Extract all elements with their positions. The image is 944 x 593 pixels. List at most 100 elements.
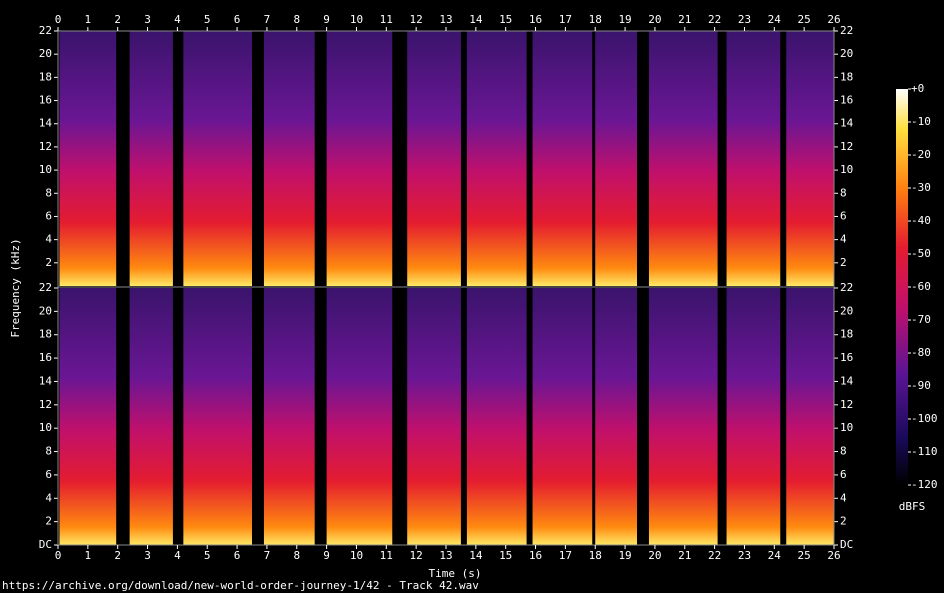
y-tick-label: 22 bbox=[840, 24, 853, 37]
y-tick-label: 18 bbox=[840, 70, 853, 83]
y-tick-label: 22 bbox=[840, 281, 853, 294]
x-tick-label: 18 bbox=[589, 13, 602, 26]
y-tick-label: 20 bbox=[39, 47, 52, 60]
y-tick-label: 18 bbox=[840, 328, 853, 341]
x-tick-label: 25 bbox=[798, 13, 811, 26]
y-tick-label: 16 bbox=[840, 351, 853, 364]
x-tick-label: 2 bbox=[114, 549, 121, 562]
sound-segment bbox=[407, 288, 461, 545]
y-tick-label: 14 bbox=[840, 374, 854, 387]
x-tick-label: 24 bbox=[768, 13, 782, 26]
x-tick-label: 4 bbox=[174, 13, 181, 26]
y-tick-label: 2 bbox=[45, 515, 52, 528]
y-tick-label: 16 bbox=[840, 94, 853, 107]
sound-segment bbox=[407, 31, 461, 286]
sound-segment bbox=[59, 31, 117, 286]
y-tick-label: 6 bbox=[45, 468, 52, 481]
y-tick-label: 22 bbox=[39, 281, 52, 294]
x-tick-label: 14 bbox=[469, 13, 483, 26]
x-tick-label: 12 bbox=[410, 549, 423, 562]
y-tick-label: 14 bbox=[840, 117, 854, 130]
y-tick-label: 8 bbox=[840, 186, 847, 199]
footer: https://archive.org/download/new-world-o… bbox=[2, 579, 479, 592]
x-tick-label: 20 bbox=[648, 549, 661, 562]
y-tick-label: 4 bbox=[45, 491, 52, 504]
x-tick-label: 6 bbox=[234, 13, 241, 26]
sound-segment bbox=[129, 288, 173, 545]
x-tick-label: 24 bbox=[768, 549, 782, 562]
sound-segment bbox=[726, 288, 781, 545]
sound-segment bbox=[466, 31, 527, 286]
sound-segment bbox=[648, 288, 718, 545]
sound-segment bbox=[648, 31, 718, 286]
x-tick-label: 12 bbox=[410, 13, 423, 26]
x-tick-label: 4 bbox=[174, 549, 181, 562]
sound-segment bbox=[595, 31, 638, 286]
y-tick-label: 2 bbox=[840, 256, 847, 269]
y-tick-label: 6 bbox=[45, 209, 52, 222]
colorbar-label: dBFS bbox=[899, 500, 926, 513]
x-tick-label: 15 bbox=[499, 13, 512, 26]
y-tick-label: 16 bbox=[39, 351, 52, 364]
sound-segment bbox=[326, 288, 393, 545]
y-tick-label: 2 bbox=[840, 515, 847, 528]
colorbar-tick-label: -20 bbox=[911, 148, 931, 161]
y-tick-label: 8 bbox=[45, 445, 52, 458]
y-tick-label: 8 bbox=[840, 445, 847, 458]
sound-segment bbox=[466, 288, 527, 545]
sound-segment bbox=[59, 288, 117, 545]
sound-segment bbox=[263, 288, 315, 545]
x-tick-label: 13 bbox=[439, 13, 452, 26]
sound-segment bbox=[326, 31, 393, 286]
y-tick-label: 20 bbox=[840, 47, 853, 60]
y-tick-label: 4 bbox=[840, 491, 847, 504]
colorbar-tick-label: -80 bbox=[911, 346, 931, 359]
sound-segment bbox=[183, 31, 252, 286]
x-tick-label: 1 bbox=[85, 549, 92, 562]
colorbar-tick-label: -110 bbox=[911, 445, 938, 458]
x-tick-label: 20 bbox=[648, 13, 661, 26]
y-tick-label: DC bbox=[840, 538, 853, 551]
x-tick-label: 7 bbox=[264, 13, 271, 26]
x-tick-label: 23 bbox=[738, 549, 751, 562]
x-tick-label: 6 bbox=[234, 549, 241, 562]
y-tick-label: 6 bbox=[840, 468, 847, 481]
colorbar-tick-label: +0 bbox=[911, 82, 924, 95]
colorbar-tick-label: -70 bbox=[911, 313, 931, 326]
y-tick-label: 12 bbox=[840, 140, 853, 153]
x-tick-label: 0 bbox=[55, 549, 62, 562]
x-tick-label: 17 bbox=[559, 549, 572, 562]
x-tick-label: 13 bbox=[439, 549, 452, 562]
x-tick-label: 26 bbox=[827, 549, 840, 562]
colorbar-tick-label: -60 bbox=[911, 280, 931, 293]
x-tick-label: 21 bbox=[678, 13, 691, 26]
sound-segment bbox=[595, 288, 638, 545]
sound-segment bbox=[786, 288, 834, 545]
x-tick-label: 15 bbox=[499, 549, 512, 562]
sound-segment bbox=[183, 288, 252, 545]
y-tick-label: 14 bbox=[39, 117, 53, 130]
sound-segment bbox=[726, 31, 781, 286]
y-tick-label: 12 bbox=[39, 140, 52, 153]
y-tick-label: 10 bbox=[840, 421, 853, 434]
x-tick-label: 21 bbox=[678, 549, 691, 562]
colorbar-tick-label: -90 bbox=[911, 379, 931, 392]
y-tick-label: 4 bbox=[45, 233, 52, 246]
y-tick-label: 2 bbox=[45, 256, 52, 269]
x-tick-label: 18 bbox=[589, 549, 602, 562]
sound-segment bbox=[532, 288, 593, 545]
x-tick-label: 1 bbox=[85, 13, 92, 26]
x-tick-label: 8 bbox=[293, 13, 300, 26]
x-tick-label: 9 bbox=[323, 549, 330, 562]
y-tick-label: 16 bbox=[39, 94, 52, 107]
y-tick-label: 14 bbox=[39, 374, 53, 387]
x-tick-label: 19 bbox=[618, 549, 631, 562]
sound-segment bbox=[786, 31, 834, 286]
x-tick-label: 14 bbox=[469, 549, 483, 562]
colorbar-tick-label: -120 bbox=[911, 478, 938, 491]
y-tick-label: 10 bbox=[39, 163, 52, 176]
x-tick-label: 16 bbox=[529, 549, 542, 562]
x-tick-label: 17 bbox=[559, 13, 572, 26]
x-tick-label: 9 bbox=[323, 13, 330, 26]
